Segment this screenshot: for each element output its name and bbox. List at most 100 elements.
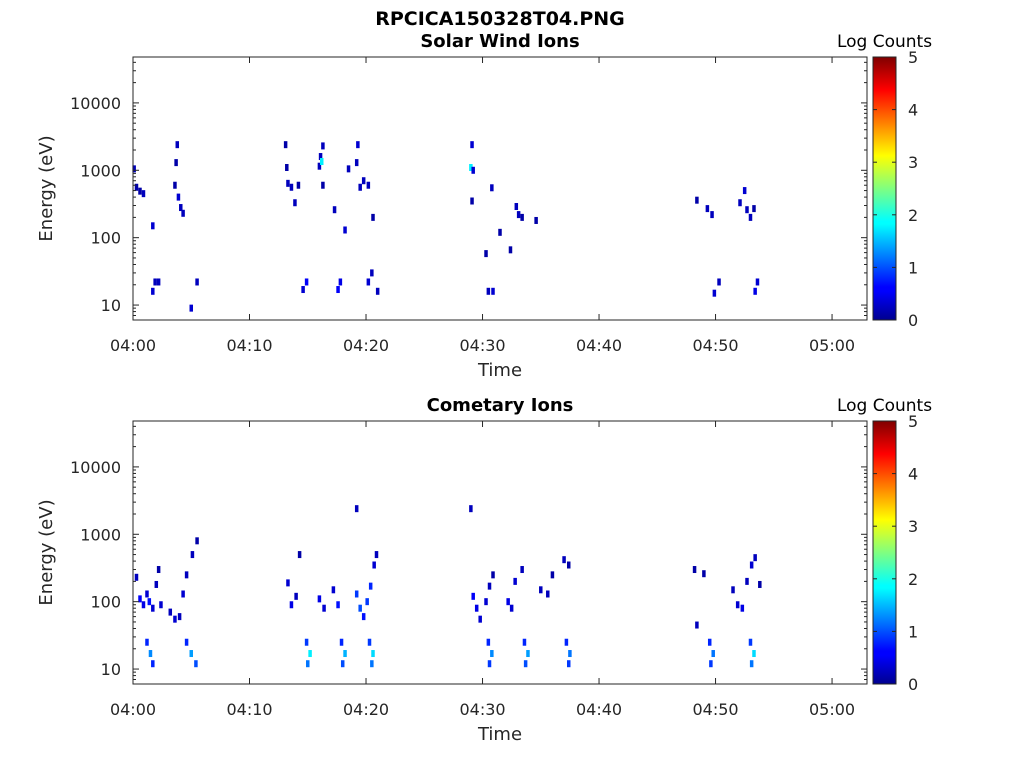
cometary-data-cell xyxy=(361,613,366,621)
solar-wind-colorbar-tick-label: 4 xyxy=(908,101,918,120)
solar-wind-data-cell xyxy=(319,158,324,166)
solar-wind-data-cell xyxy=(514,203,519,211)
solar-wind-colorbar-tick-label: 1 xyxy=(908,258,918,277)
cometary-x-axis-label: Time xyxy=(477,724,522,745)
solar-wind-data-cell xyxy=(304,278,309,286)
cometary-data-cell xyxy=(731,586,735,594)
cometary-data-cell xyxy=(343,650,347,658)
solar-wind-panel-title: Solar Wind Ions xyxy=(420,31,579,52)
solar-wind-data-cell xyxy=(285,163,289,171)
cometary-colorbar-tick-label: 0 xyxy=(908,675,918,694)
cometary-x-tick-label: 04:50 xyxy=(692,700,738,719)
solar-wind-data-cell xyxy=(371,213,375,221)
cometary-data-cell xyxy=(145,590,149,598)
solar-wind-data-cell xyxy=(361,177,366,185)
cometary-data-cell xyxy=(159,601,163,609)
solar-wind-data-cell xyxy=(151,222,155,230)
cometary-data-cell xyxy=(566,561,571,569)
solar-wind-data-cell xyxy=(153,278,157,286)
solar-wind-data-cell xyxy=(317,162,322,170)
cometary-data-cell xyxy=(758,580,762,588)
figure-filename-title: RPCICA150328T04.PNG xyxy=(375,8,625,30)
cometary-data-cell xyxy=(484,598,488,606)
cometary-data-cell xyxy=(148,650,153,658)
solar-wind-data-cell xyxy=(296,181,301,189)
solar-wind-data-cell xyxy=(138,187,142,195)
solar-wind-data-cell xyxy=(366,278,371,286)
cometary-y-tick-label: 10 xyxy=(101,660,121,679)
solar-wind-x-tick-label: 04:20 xyxy=(343,336,389,355)
solar-wind-data-cell xyxy=(343,226,347,234)
cometary-data-cell xyxy=(374,551,379,559)
cometary-data-cell xyxy=(156,566,161,574)
cometary-colorbar-tick-label: 4 xyxy=(908,465,918,484)
cometary-data-cell xyxy=(304,638,309,646)
solar-wind-data-cell xyxy=(338,278,343,286)
solar-wind-data-cell xyxy=(470,141,474,149)
solar-wind-x-tick-label: 04:10 xyxy=(226,336,272,355)
solar-wind-x-tick-label: 05:00 xyxy=(809,336,855,355)
solar-wind-colorbar-tick-label: 5 xyxy=(908,48,918,67)
cometary-data-cell xyxy=(526,650,530,658)
cometary-x-tick-label: 04:40 xyxy=(576,700,622,719)
cometary-data-cell xyxy=(184,638,189,646)
cometary-data-cell xyxy=(522,638,527,646)
cometary-data-cell xyxy=(469,505,473,513)
solar-wind-data-cell xyxy=(356,141,360,149)
solar-wind-data-cell xyxy=(318,153,323,161)
solar-wind-colorbar-tick-label: 2 xyxy=(908,206,918,225)
cometary-data-cell xyxy=(354,505,359,513)
cometary-data-cell xyxy=(189,650,194,658)
cometary-data-cell xyxy=(286,579,290,587)
cometary-data-cell xyxy=(490,650,494,658)
solar-wind-x-tick-label: 04:00 xyxy=(110,336,156,355)
cometary-data-cell xyxy=(566,660,571,668)
cometary-data-cell xyxy=(195,537,199,545)
solar-wind-colorbar-tick-label: 0 xyxy=(908,311,918,330)
solar-wind-data-cell xyxy=(175,141,180,149)
cometary-data-cell xyxy=(370,660,374,668)
cometary-data-cell xyxy=(177,613,182,621)
cometary-data-cell xyxy=(317,595,322,603)
solar-wind-data-cell xyxy=(516,211,521,219)
cometary-y-tick-label: 1000 xyxy=(80,525,121,544)
cometary-data-cell xyxy=(194,660,198,668)
solar-wind-data-cell xyxy=(520,213,524,221)
solar-wind-data-cell xyxy=(132,165,136,173)
cometary-data-cell xyxy=(740,604,745,612)
cometary-data-cell xyxy=(173,615,177,623)
cometary-data-cell xyxy=(749,660,754,668)
solar-wind-y-tick-label: 1000 xyxy=(80,161,121,180)
solar-wind-data-cell xyxy=(366,181,371,189)
solar-wind-data-cell xyxy=(332,206,337,214)
cometary-data-cell xyxy=(564,638,569,646)
solar-wind-data-cell xyxy=(174,159,178,167)
solar-wind-colorbar-label: Log Counts xyxy=(837,32,932,52)
cometary-x-tick-label: 04:30 xyxy=(459,700,505,719)
solar-wind-data-cell xyxy=(293,199,297,207)
cometary-data-cells xyxy=(134,505,762,668)
cometary-data-cell xyxy=(748,638,753,646)
cometary-data-cell xyxy=(367,638,372,646)
cometary-data-cell xyxy=(709,660,713,668)
solar-wind-data-cell xyxy=(471,166,475,174)
cometary-y-tick-label: 100 xyxy=(90,593,121,612)
cometary-x-tick-label: 04:20 xyxy=(343,700,389,719)
solar-wind-x-tick-label: 04:40 xyxy=(576,336,622,355)
cometary-data-cell xyxy=(145,638,149,646)
solar-wind-data-cell xyxy=(181,209,185,217)
cometary-colorbar xyxy=(872,420,897,685)
solar-wind-data-cell xyxy=(484,250,488,258)
cometary-data-cell xyxy=(513,577,517,585)
cometary-data-cell xyxy=(568,650,572,658)
cometary-data-cell xyxy=(358,604,362,612)
solar-wind-data-cell xyxy=(534,216,538,224)
cometary-data-cell xyxy=(474,604,479,612)
cometary-data-cell xyxy=(487,582,492,590)
solar-wind-data-cell xyxy=(470,197,474,205)
solar-wind-data-cell xyxy=(358,183,362,191)
solar-wind-data-cell xyxy=(179,204,183,212)
cometary-data-cell xyxy=(520,566,524,574)
solar-wind-data-cell xyxy=(748,213,753,221)
solar-wind-data-cell xyxy=(134,183,139,191)
